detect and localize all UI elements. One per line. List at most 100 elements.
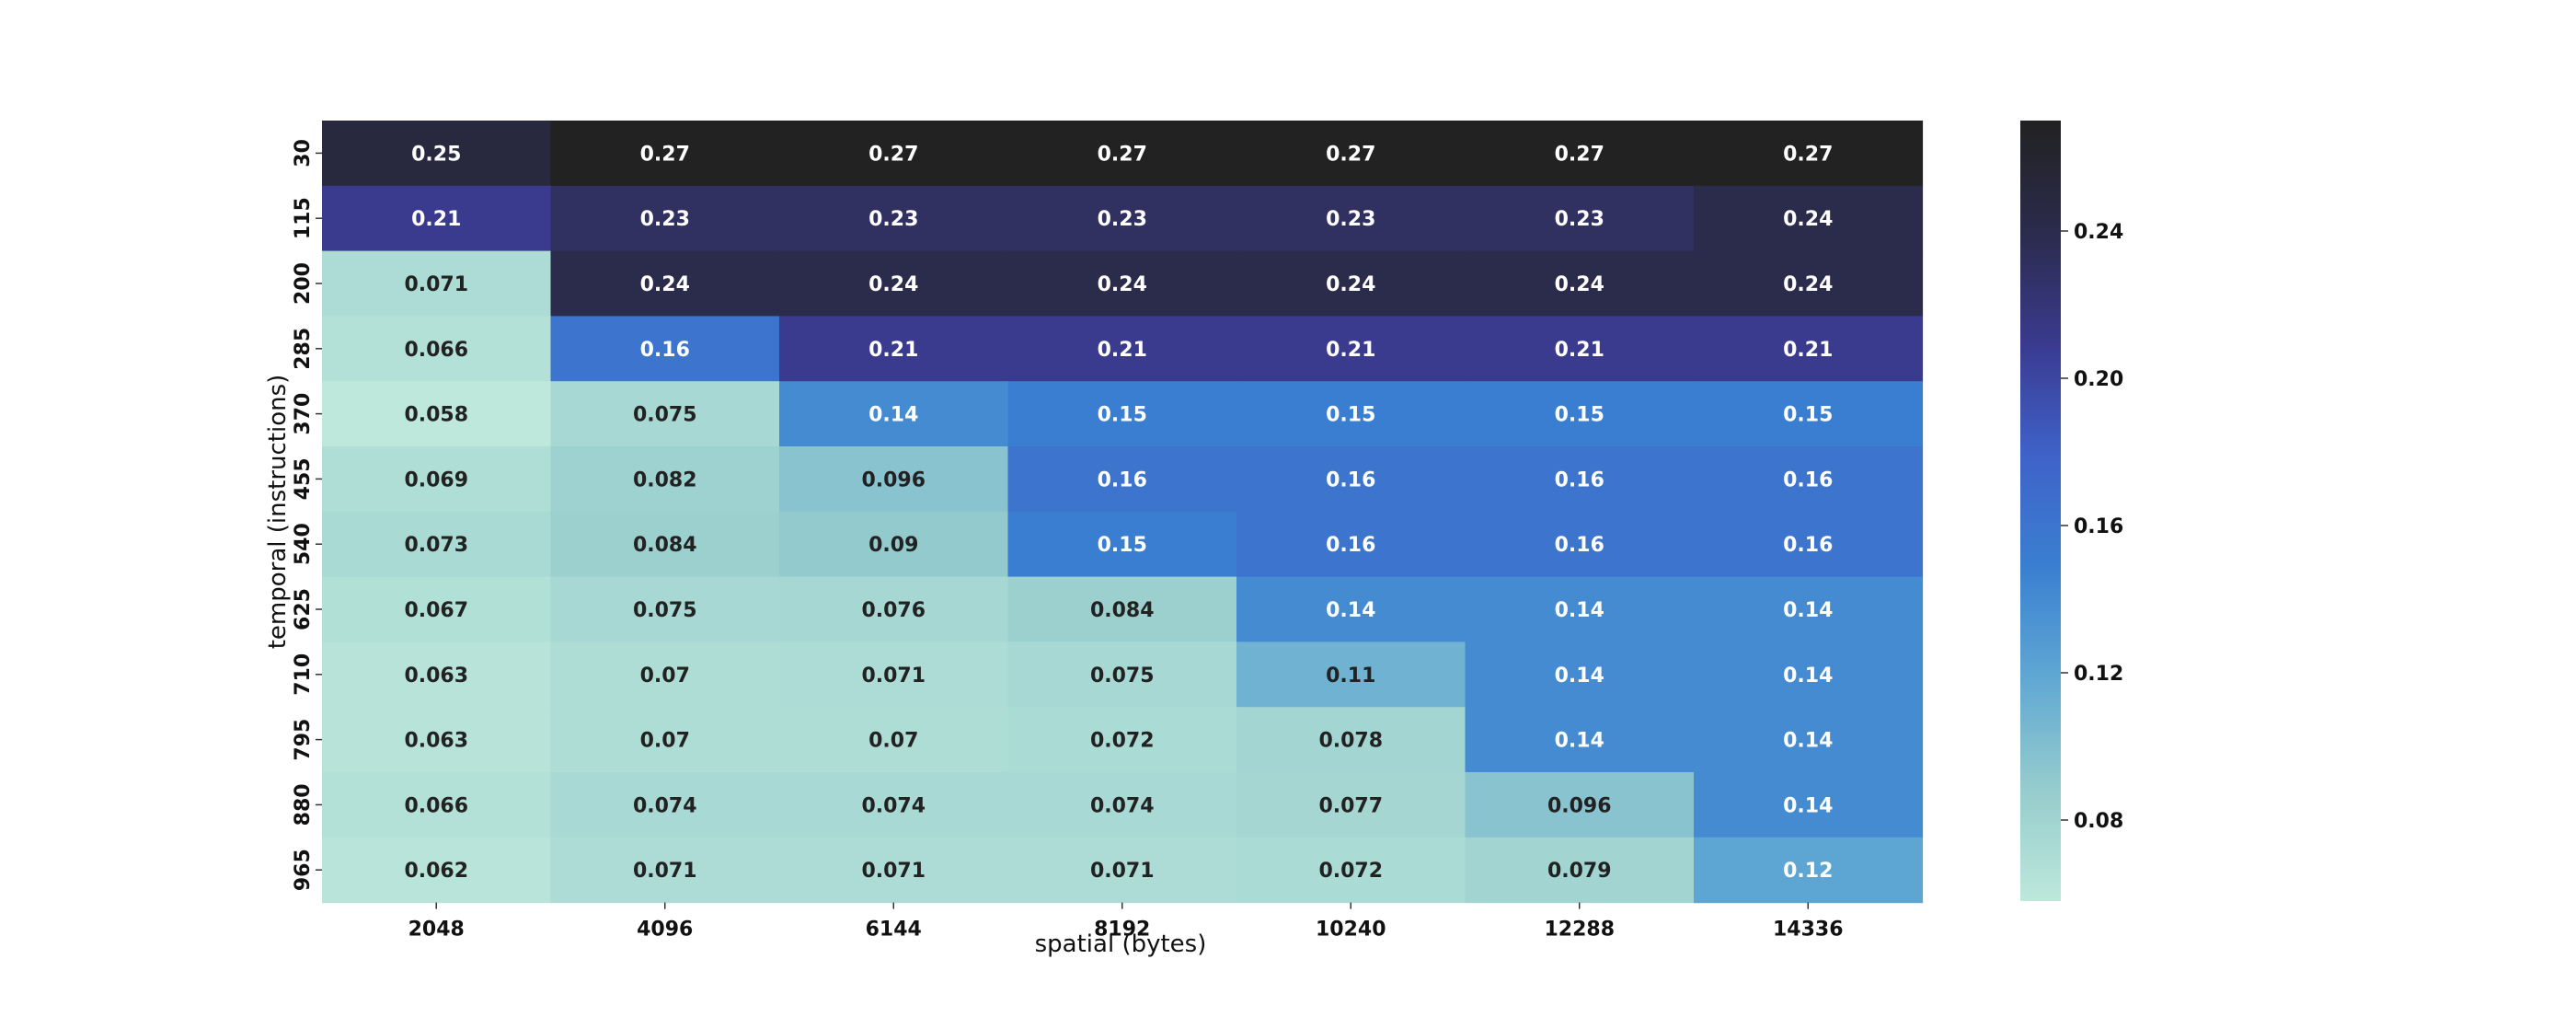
cell-value-label: 0.21: [1783, 339, 1833, 362]
cell-value-label: 0.12: [1783, 860, 1833, 883]
heatmap-cell: [550, 316, 780, 382]
cell-value-label: 0.21: [1555, 339, 1604, 362]
heatmap-cell: [550, 185, 780, 252]
heatmap-cell: [1694, 446, 1924, 513]
heatmap-cell: [322, 707, 552, 773]
x-tick-label: 8192: [1094, 919, 1150, 942]
heatmap-cell: [1236, 772, 1466, 838]
cell-value-label: 0.16: [640, 339, 690, 362]
heatmap-cell: [1694, 576, 1924, 642]
cell-value-label: 0.16: [1555, 468, 1604, 491]
heatmap-cell: [322, 576, 552, 642]
heatmap-cell: [779, 576, 1009, 642]
cell-value-label: 0.096: [861, 468, 926, 491]
cell-value-label: 0.21: [868, 339, 918, 362]
heatmap-cell: [1465, 707, 1695, 773]
cell-value-label: 0.16: [1326, 468, 1375, 491]
cell-value-label: 0.082: [633, 468, 697, 491]
cell-value-label: 0.084: [633, 534, 697, 557]
cell-value-label: 0.096: [1547, 794, 1612, 817]
cell-value-label: 0.23: [1555, 208, 1604, 231]
heatmap-cell: [1007, 121, 1237, 187]
heatmap-cell: [1694, 511, 1924, 578]
heatmap-cell: [1236, 250, 1466, 317]
cell-value-label: 0.15: [1098, 404, 1147, 427]
cell-value-label: 0.14: [1555, 730, 1604, 753]
cell-value-label: 0.21: [1326, 339, 1375, 362]
cell-value-label: 0.075: [1090, 665, 1155, 688]
cell-value-label: 0.11: [1326, 665, 1375, 688]
cell-value-label: 0.24: [640, 273, 690, 296]
cell-value-label: 0.09: [868, 534, 918, 557]
heatmap-cell: [1694, 772, 1924, 838]
cell-value-label: 0.16: [1555, 534, 1604, 557]
x-tick-label: 14336: [1773, 919, 1844, 942]
heatmap-cell: [1694, 837, 1924, 904]
heatmap-cell: [1694, 121, 1924, 187]
cell-value-label: 0.071: [633, 860, 697, 883]
y-tick-label: 880: [292, 783, 315, 826]
heatmap-cell: [1007, 250, 1237, 317]
colorbar-tick-label: 0.08: [2074, 810, 2123, 833]
cell-value-label: 0.066: [404, 794, 468, 817]
heatmap-cells: 0.25 0.27 0.27 0.27 0.27 0.27 0.27 0.21 0.23 0.23…: [322, 121, 1924, 904]
cell-value-label: 0.076: [861, 599, 926, 622]
cell-value-label: 0.27: [868, 143, 918, 166]
heatmap-cell: [1465, 837, 1695, 904]
x-tick-label: 12288: [1544, 919, 1615, 942]
heatmap-cell: [1694, 641, 1924, 708]
cell-value-label: 0.24: [1326, 273, 1375, 296]
heatmap-cell: [1465, 641, 1695, 708]
x-axis-ticks: 2048 4096 6144 8192 10240 12288 14336: [408, 902, 1844, 942]
cell-value-label: 0.075: [633, 404, 697, 427]
y-axis-ticks: 30 115 200 285 370 455 540 625 710 795 880 965: [292, 139, 322, 891]
cell-value-label: 0.24: [1783, 273, 1833, 296]
heatmap-cell: [1007, 185, 1237, 252]
heatmap-cell: [1236, 446, 1466, 513]
heatmap-cell: [322, 446, 552, 513]
heatmap-cell: [1236, 576, 1466, 642]
cell-value-label: 0.14: [1555, 665, 1604, 688]
heatmap-cell: [322, 641, 552, 708]
heatmap-cell: [322, 511, 552, 578]
heatmap-cell: [779, 707, 1009, 773]
heatmap-cell: [779, 121, 1009, 187]
x-tick-label: 10240: [1316, 919, 1386, 942]
heatmap-cell: [1236, 707, 1466, 773]
heatmap-cell: [550, 511, 780, 578]
cell-value-label: 0.071: [861, 860, 926, 883]
heatmap-cell: [1465, 185, 1695, 252]
heatmap-cell: [1465, 772, 1695, 838]
heatmap-cell: [779, 316, 1009, 382]
heatmap-cell: [1694, 185, 1924, 252]
cell-value-label: 0.075: [633, 599, 697, 622]
x-tick-label: 4096: [637, 919, 693, 942]
y-tick-label: 115: [292, 197, 315, 239]
y-tick-label: 30: [292, 139, 315, 168]
heatmap-cell: [550, 250, 780, 317]
cell-value-label: 0.15: [1326, 404, 1375, 427]
y-tick-label: 710: [292, 653, 315, 696]
heatmap-cell: [1007, 837, 1237, 904]
cell-value-label: 0.14: [1783, 730, 1833, 753]
colorbar-tick-label: 0.24: [2074, 221, 2123, 244]
heatmap-cell: [550, 707, 780, 773]
heatmap-cell: [779, 511, 1009, 578]
cell-value-label: 0.15: [1783, 404, 1833, 427]
colorbar-ticks: 0.08 0.12 0.16 0.20 0.24: [2061, 221, 2123, 833]
cell-value-label: 0.071: [1090, 860, 1155, 883]
heatmap-cell: [1236, 381, 1466, 447]
heatmap-cell: [1236, 837, 1466, 904]
y-tick-label: 965: [292, 849, 315, 891]
cell-value-label: 0.067: [404, 599, 468, 622]
cell-value-label: 0.072: [1318, 860, 1383, 883]
heatmap-cell: [779, 250, 1009, 317]
cell-value-label: 0.14: [1783, 599, 1833, 622]
cell-value-label: 0.14: [1555, 599, 1604, 622]
cell-value-label: 0.24: [868, 273, 918, 296]
cell-value-label: 0.062: [404, 860, 468, 883]
heatmap-cell: [1007, 511, 1237, 578]
heatmap-cell: [1236, 121, 1466, 187]
